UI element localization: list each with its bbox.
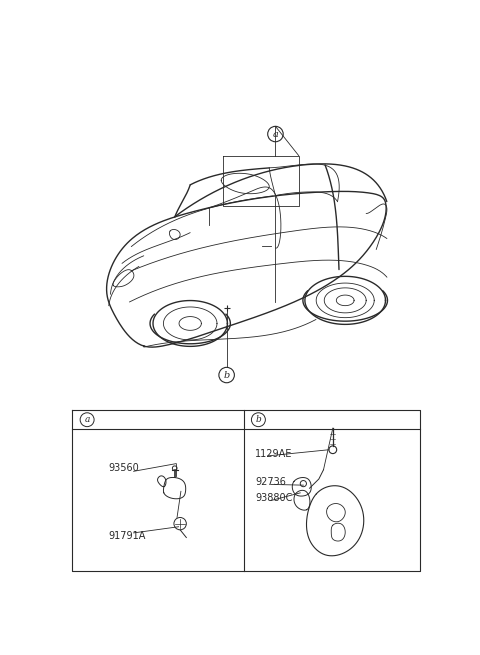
- Text: 93880C: 93880C: [255, 493, 293, 503]
- Text: a: a: [84, 415, 90, 424]
- Text: b: b: [224, 371, 230, 379]
- Text: b: b: [255, 415, 261, 424]
- Text: a: a: [273, 130, 278, 139]
- Text: 91791A: 91791A: [108, 531, 145, 541]
- Text: 92736: 92736: [255, 477, 286, 487]
- Text: 1129AE: 1129AE: [255, 449, 293, 458]
- Text: 93560: 93560: [108, 463, 139, 473]
